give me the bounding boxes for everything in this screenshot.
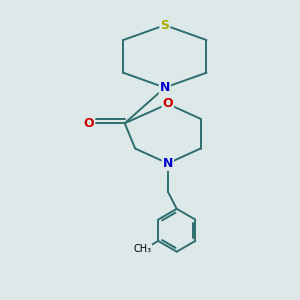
Text: O: O <box>84 117 94 130</box>
Text: N: N <box>160 81 170 94</box>
Text: O: O <box>163 98 173 110</box>
Text: S: S <box>160 19 169 32</box>
Text: N: N <box>163 157 173 170</box>
Text: CH₃: CH₃ <box>134 244 152 254</box>
